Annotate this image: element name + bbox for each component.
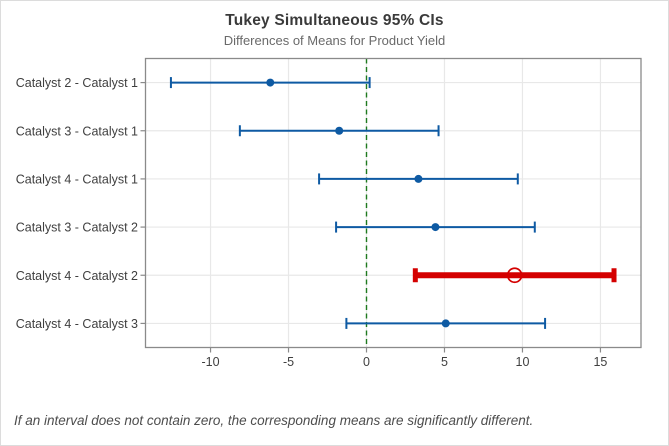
x-axis-tick-label: -5	[283, 355, 294, 369]
x-axis-tick-label: -10	[201, 355, 219, 369]
interval-plot: -10 -5 0 5 10 15 Catalyst 2 - Catalyst 1 Cataly…	[16, 57, 642, 369]
y-axis-label: Catalyst 3 - Catalyst 2	[16, 221, 138, 235]
chart-title: Tukey Simultaneous 95% CIs	[225, 12, 444, 29]
y-axis-label: Catalyst 4 - Catalyst 3	[16, 317, 138, 331]
y-axis-label: Catalyst 3 - Catalyst 1	[16, 124, 138, 138]
significance-footnote: If an interval does not contain zero, th…	[14, 413, 534, 428]
x-axis-tick-label: 10	[516, 355, 530, 369]
y-axis-label: Catalyst 4 - Catalyst 2	[16, 269, 138, 283]
y-axis-label: Catalyst 4 - Catalyst 1	[16, 172, 138, 186]
plot-frame	[144, 57, 642, 349]
ci-catalyst-2-catalyst-1-center-marker	[266, 78, 275, 87]
chart-subtitle: Differences of Means for Product Yield	[223, 33, 446, 48]
ci-catalyst-4-catalyst-2-center-marker	[506, 267, 523, 284]
ci-catalyst-3-catalyst-2-center-marker	[431, 223, 440, 232]
ci-catalyst-3-catalyst-1-center-marker	[335, 126, 344, 135]
ci-catalyst-4-catalyst-3-center-marker	[441, 319, 450, 328]
y-axis-label: Catalyst 2 - Catalyst 1	[16, 76, 138, 90]
x-axis-tick-label: 0	[363, 355, 370, 369]
x-axis-tick-label: 5	[441, 355, 448, 369]
ci-catalyst-4-catalyst-1-center-marker	[414, 174, 423, 183]
x-axis-tick-label: 15	[593, 355, 607, 369]
